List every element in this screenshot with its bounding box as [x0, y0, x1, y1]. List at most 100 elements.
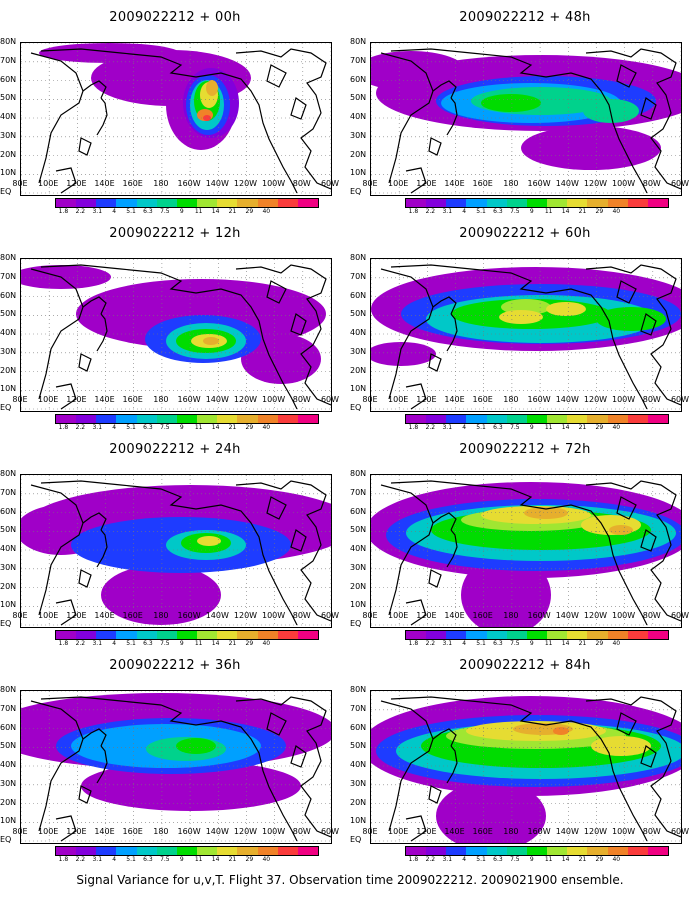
coastline — [432, 80, 457, 99]
colorbar-label: 14 — [211, 856, 220, 863]
coastline — [290, 529, 307, 552]
colorbar-swatch — [136, 199, 157, 207]
coastline — [40, 696, 298, 842]
coastline — [446, 97, 458, 136]
colorbar-label: 14 — [561, 208, 570, 215]
coastline — [96, 313, 108, 352]
coastline — [55, 815, 77, 842]
coastline — [235, 48, 331, 190]
longitude-label: 140W — [555, 179, 579, 188]
longitude-label: 160E — [122, 395, 143, 404]
colorbar-label: 21 — [228, 424, 237, 431]
colorbar-label: 6.3 — [493, 856, 503, 863]
longitude-label: 80E — [12, 827, 28, 836]
colorbar-swatch — [56, 415, 77, 423]
colorbar-label: 2.2 — [425, 208, 436, 215]
variance-map — [370, 474, 682, 628]
colorbar-label: 7.5 — [510, 424, 520, 431]
coastline — [432, 296, 457, 315]
longitude-label: 140E — [94, 611, 115, 620]
colorbar-swatch — [506, 631, 527, 639]
latitude-label: EQ — [350, 619, 362, 628]
coastline — [616, 64, 637, 88]
colorbar-swatch — [56, 631, 77, 639]
longitude-label: 140E — [444, 395, 465, 404]
colorbar-swatch — [547, 415, 568, 423]
latitude-label: 20N — [350, 365, 367, 375]
longitude-label: 180 — [503, 827, 519, 836]
coastline — [585, 264, 681, 406]
latitude-label: EQ — [0, 835, 12, 844]
colorbar-label: 4 — [462, 424, 467, 431]
colorbar-swatch — [406, 631, 427, 639]
colorbar-label: 4 — [462, 208, 467, 215]
map-panel: 2009022212 + 48h 80N 70N 60N 50N 40N 30N 20N 10N… — [350, 0, 700, 225]
variance-contour — [546, 302, 586, 316]
coastline — [82, 728, 107, 747]
colorbar-label: 40 — [612, 424, 621, 431]
colorbar-label: 5.1 — [476, 424, 486, 431]
colorbar-swatch — [466, 631, 487, 639]
variance-contour — [553, 727, 569, 735]
colorbar-swatch — [406, 847, 427, 855]
colorbar-swatch — [277, 415, 298, 423]
latitude-label: 50N — [350, 309, 367, 319]
latitude-label: 30N — [0, 130, 17, 140]
colorbar-label: 6.3 — [493, 208, 503, 215]
latitude-label: 30N — [350, 562, 367, 572]
colorbar-swatch — [96, 415, 117, 423]
longitude-label: 80E — [12, 179, 28, 188]
longitude-label: 140W — [205, 611, 229, 620]
latitude-label: 80N — [0, 37, 17, 46]
colorbar-label: 4 — [112, 640, 117, 647]
colorbar-swatch — [96, 631, 117, 639]
latitude-label: EQ — [0, 619, 12, 628]
colorbar-label: 2.2 — [75, 208, 86, 215]
latitude-label: 40N — [0, 328, 17, 337]
latitude-label: 50N — [350, 741, 367, 751]
longitude-label: 120W — [583, 179, 608, 188]
variance-map — [20, 42, 332, 196]
colorbar-swatch — [446, 631, 467, 639]
latitude-label: 10N — [350, 816, 367, 826]
coastline — [616, 280, 637, 304]
longitude-label: 100E — [38, 611, 59, 620]
latitude-label: 40N — [350, 112, 367, 121]
colorbar-swatch — [297, 415, 319, 423]
variance-contour — [481, 94, 541, 112]
longitude-label: 180 — [503, 611, 519, 620]
colorbar-label: 7.5 — [160, 856, 170, 863]
coastline — [266, 712, 287, 736]
colorbar-swatch — [426, 415, 447, 423]
colorbar-label: 40 — [262, 640, 271, 647]
colorbar-label: 29 — [245, 640, 254, 647]
colorbar-label: 9 — [529, 640, 534, 647]
colorbar-label: 11 — [544, 856, 553, 863]
coastline — [290, 313, 307, 336]
coastline — [380, 700, 434, 832]
longitude-label: 80E — [362, 395, 378, 404]
latitude-label: EQ — [350, 187, 362, 196]
map-panel: 2009022212 + 60h 80N 70N 60N 50N 40N 30N 20N 10N… — [350, 216, 700, 441]
figure-caption: Signal Variance for u,v,T. Flight 37. Ob… — [76, 873, 624, 887]
colorbar-label: 21 — [228, 208, 237, 215]
latitude-label: 40N — [0, 544, 17, 553]
latitude-label: 80N — [0, 469, 17, 478]
colorbar-swatch — [567, 847, 588, 855]
longitude-label: 80W — [292, 827, 311, 836]
map-panel: 2009022212 + 24h 80N 70N 60N 50N 40N 30N 20N 10N… — [0, 432, 350, 657]
longitude-label: 100W — [612, 827, 636, 836]
coastline — [585, 480, 681, 622]
colorbar-swatch — [176, 631, 198, 639]
longitude-label: 60W — [320, 827, 340, 836]
longitude-label: 140W — [205, 179, 229, 188]
colorbar-label: 11 — [544, 424, 553, 431]
variance-contour — [203, 337, 219, 345]
coastline — [380, 268, 434, 400]
colorbar-swatch — [217, 415, 238, 423]
coastline — [405, 167, 427, 194]
colorbar-swatch — [197, 415, 218, 423]
colorbar-swatch — [136, 631, 157, 639]
variance-contour — [499, 310, 543, 324]
colorbar-label: 29 — [595, 856, 604, 863]
